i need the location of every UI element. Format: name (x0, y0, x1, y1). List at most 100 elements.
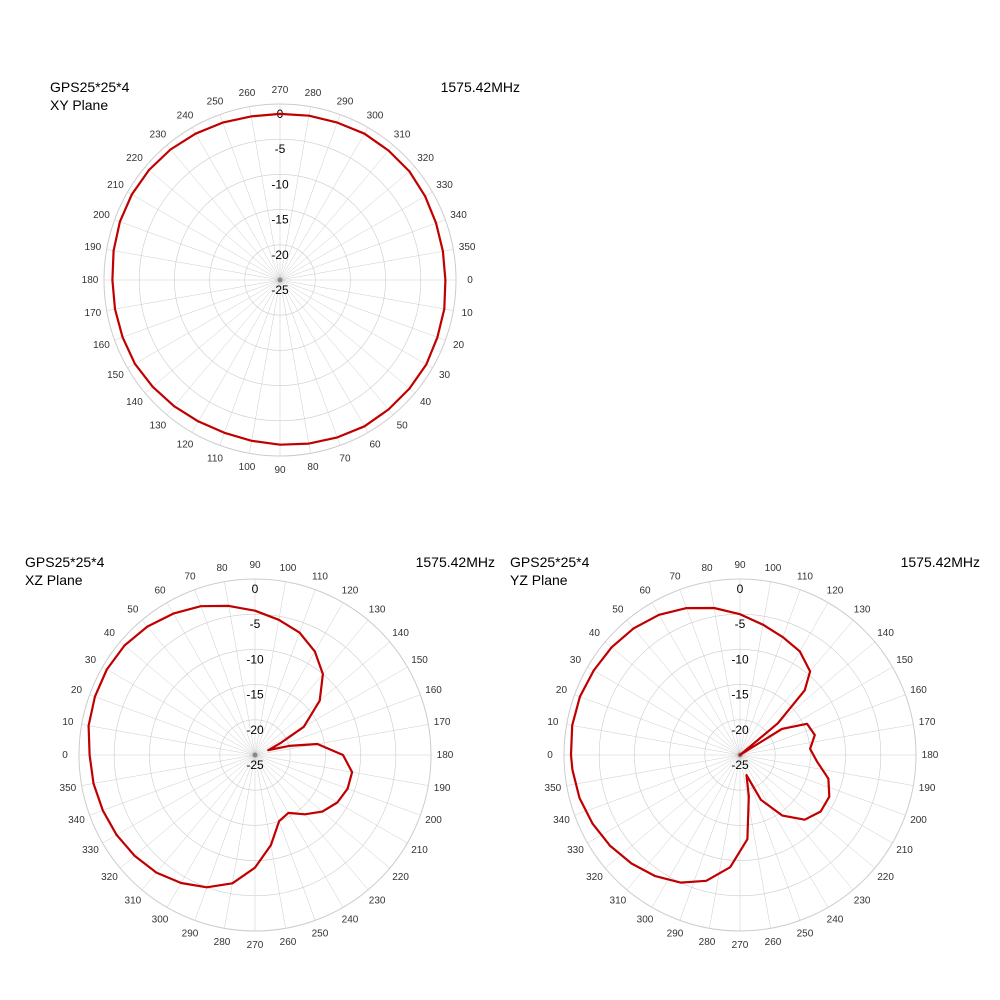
angle-tick-label: 10 (62, 717, 74, 728)
angle-tick-label: 170 (919, 717, 936, 728)
radial-tick-label: -10 (731, 652, 749, 666)
angle-tick-label: 230 (150, 129, 167, 140)
angle-tick-label: 90 (274, 465, 286, 476)
angle-tick-label: 70 (339, 454, 351, 465)
angle-tick-label: 150 (107, 370, 124, 381)
angle-tick-label: 0 (467, 275, 473, 286)
angle-tick-label: 90 (734, 560, 746, 571)
angle-tick-label: 140 (877, 628, 894, 639)
radial-tick-label: -25 (246, 758, 264, 772)
angle-tick-label: 190 (85, 242, 102, 253)
angle-tick-label: 120 (827, 585, 844, 596)
polar-chart-yz: 0102030405060708090100110120130140150160… (530, 545, 950, 965)
radial-tick-label: -10 (246, 652, 264, 666)
polar-chart-svg: 0102030405060708090100110120130140150160… (70, 70, 490, 490)
angle-tick-label: 30 (85, 655, 97, 666)
angle-tick-label: 320 (101, 872, 118, 883)
angle-tick-label: 150 (896, 655, 913, 666)
angle-tick-label: 20 (453, 340, 465, 351)
angle-tick-label: 20 (71, 685, 83, 696)
angle-tick-label: 130 (369, 604, 386, 615)
angle-tick-label: 250 (207, 96, 224, 107)
angle-tick-label: 290 (182, 929, 199, 940)
angle-tick-label: 100 (239, 462, 256, 473)
angle-tick-label: 320 (586, 872, 603, 883)
radial-tick-label: -15 (246, 688, 264, 702)
angle-tick-label: 140 (126, 397, 143, 408)
chart-title-right: 1575.42MHz (441, 78, 520, 96)
radial-tick-label: 0 (737, 582, 744, 596)
radiation-pattern-trace (571, 608, 829, 883)
angle-tick-label: 40 (589, 628, 601, 639)
angle-tick-label: 20 (556, 685, 568, 696)
angle-tick-label: 300 (152, 915, 169, 926)
radial-tick-label: -20 (271, 248, 289, 262)
angle-tick-label: 200 (910, 815, 927, 826)
angle-tick-label: 280 (214, 937, 231, 948)
angle-tick-label: 130 (150, 421, 167, 432)
chart-title-left: GPS25*25*4 XY Plane (50, 78, 129, 114)
angle-tick-label: 120 (177, 440, 194, 451)
angle-tick-label: 10 (462, 308, 474, 319)
radial-tick-label: -25 (731, 758, 749, 772)
angle-tick-label: 130 (854, 604, 871, 615)
angle-tick-label: 310 (125, 896, 142, 907)
angle-tick-label: 350 (459, 242, 476, 253)
angle-tick-label: 50 (397, 421, 409, 432)
chart-title-right: 1575.42MHz (416, 553, 495, 571)
angle-tick-label: 320 (417, 153, 434, 164)
radial-tick-label: -20 (246, 723, 264, 737)
radial-tick-label: -15 (271, 213, 289, 227)
angle-tick-label: 180 (82, 275, 99, 286)
radial-tick-label: -5 (250, 617, 261, 631)
angle-tick-label: 340 (553, 815, 570, 826)
angle-tick-label: 30 (439, 370, 451, 381)
radial-tick-label: -15 (731, 688, 749, 702)
angle-tick-label: 200 (93, 210, 110, 221)
chart-title-right: 1575.42MHz (901, 553, 980, 571)
radiation-pattern-trace (89, 606, 353, 887)
angle-tick-label: 340 (450, 210, 467, 221)
angle-tick-label: 150 (411, 655, 428, 666)
angle-tick-label: 120 (342, 585, 359, 596)
polar-chart-svg: 0102030405060708090100110120130140150160… (530, 545, 950, 965)
angle-tick-label: 270 (732, 940, 749, 951)
angle-tick-label: 190 (434, 783, 451, 794)
angle-tick-label: 200 (425, 815, 442, 826)
radial-tick-label: -20 (731, 723, 749, 737)
angle-tick-label: 190 (919, 783, 936, 794)
angle-tick-label: 110 (797, 571, 813, 582)
angle-tick-label: 110 (207, 454, 223, 465)
angle-tick-label: 10 (547, 717, 559, 728)
angle-tick-label: 350 (60, 783, 77, 794)
angle-tick-label: 340 (68, 815, 85, 826)
angle-tick-label: 40 (104, 628, 116, 639)
angle-tick-label: 330 (82, 845, 99, 856)
angle-tick-label: 280 (305, 88, 322, 99)
angle-tick-label: 290 (337, 96, 354, 107)
angle-tick-label: 160 (910, 685, 927, 696)
angle-tick-label: 0 (547, 750, 553, 761)
polar-chart-svg: 0102030405060708090100110120130140150160… (45, 545, 465, 965)
angle-tick-label: 220 (126, 153, 143, 164)
angle-tick-label: 160 (93, 340, 110, 351)
chart-title-left: GPS25*25*4 XZ Plane (25, 553, 104, 589)
angle-tick-label: 30 (570, 655, 582, 666)
angle-tick-label: 180 (922, 750, 939, 761)
radial-tick-label: -25 (271, 283, 289, 297)
angle-tick-label: 50 (612, 604, 624, 615)
angle-tick-label: 250 (312, 929, 329, 940)
angle-tick-label: 70 (184, 571, 196, 582)
radial-tick-label: 0 (252, 582, 259, 596)
angle-tick-label: 80 (216, 563, 228, 574)
angle-tick-label: 90 (249, 560, 261, 571)
angle-tick-label: 110 (312, 571, 328, 582)
angle-tick-label: 210 (896, 845, 913, 856)
angle-tick-label: 240 (177, 110, 194, 121)
angle-tick-label: 250 (797, 929, 814, 940)
angle-tick-label: 230 (854, 896, 871, 907)
angle-tick-label: 330 (567, 845, 584, 856)
angle-tick-label: 330 (436, 180, 453, 191)
angle-tick-label: 310 (394, 129, 411, 140)
angle-tick-label: 230 (369, 896, 386, 907)
